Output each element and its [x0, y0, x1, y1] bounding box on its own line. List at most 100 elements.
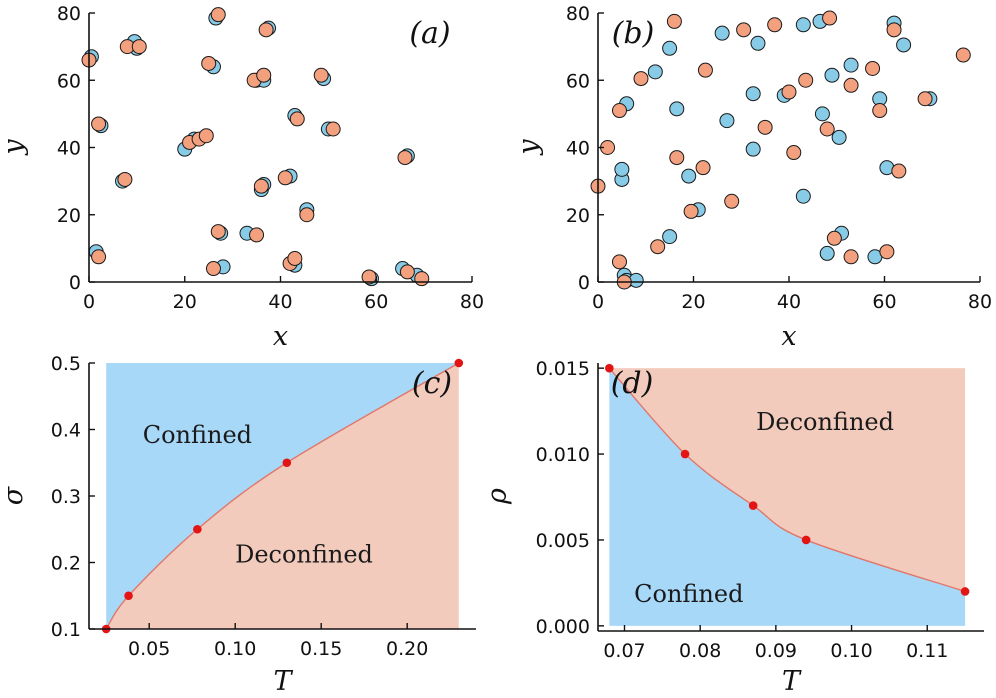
panel-label: (d) [611, 366, 654, 401]
panel-c-phase-diagram: Confined Deconfined 0.05 0.10 0.15 0.20 0.1 0.2… [0, 353, 476, 697]
confined-region [609, 368, 966, 626]
blue-point [745, 86, 761, 102]
boundary-point [193, 524, 202, 534]
y-tick-label: 0.005 [536, 530, 590, 552]
blue-point [824, 67, 840, 83]
y-tick-label: 0 [69, 272, 81, 294]
boundary-point [605, 363, 614, 373]
x-axis-label: T [273, 666, 293, 697]
orange-point [697, 62, 713, 78]
y-tick-label: 0.015 [536, 358, 590, 380]
x-tick-label: 0.20 [386, 638, 428, 660]
orange-point [736, 22, 752, 38]
orange-point [325, 121, 341, 137]
x-tick-label: 40 [268, 291, 292, 313]
orange-point [865, 60, 881, 76]
blue-point [662, 40, 678, 56]
blue-point [896, 37, 912, 53]
y-tick-label: 0.5 [51, 353, 81, 375]
x-tick-label: 0 [83, 291, 95, 313]
orange-point [611, 254, 627, 270]
blue-point [669, 101, 685, 117]
orange-point [826, 230, 842, 246]
y-tick-label: 0.000 [536, 616, 590, 638]
y-tick-label: 20 [566, 205, 590, 227]
x-tick-label: 0.08 [679, 640, 721, 662]
y-tick-label: 80 [57, 3, 81, 25]
orange-point [611, 103, 627, 119]
y-tick-label: 0.010 [536, 444, 590, 466]
boundary-point [454, 358, 464, 368]
orange-point [313, 67, 329, 83]
orange-point [117, 171, 133, 187]
x-tick-label: 60 [364, 291, 388, 313]
panel-label: (a) [409, 16, 450, 51]
panel-a-scatter: 0 20 40 60 80 0 20 40 60 80 x y (a) [0, 3, 484, 352]
blue-point [843, 57, 859, 73]
x-axis-label: T [782, 666, 802, 697]
x-tick-label: 0.05 [128, 638, 170, 660]
x-tick-label: 80 [968, 291, 992, 313]
confined-label: Confined [634, 580, 743, 608]
x-tick-label: 0.10 [830, 640, 872, 662]
orange-point [210, 224, 226, 240]
y-axis-label: σ [0, 485, 29, 505]
x-tick-label: 0.11 [906, 640, 948, 662]
orange-point [891, 163, 907, 179]
orange-point [258, 22, 274, 38]
orange-point [289, 111, 305, 127]
panel-d-phase-diagram: Confined Deconfined 0.07 0.08 0.09 0.10 0.11 0.… [482, 358, 984, 697]
blue-point [750, 35, 766, 51]
blue-point [795, 188, 811, 204]
deconfined-label: Deconfined [235, 541, 373, 569]
x-tick-label: 20 [681, 291, 705, 313]
orange-point [650, 239, 666, 255]
orange-point [198, 128, 214, 144]
blue-point [795, 17, 811, 33]
orange-point [253, 178, 269, 194]
orange-point [872, 103, 888, 119]
blue-point [745, 141, 761, 157]
orange-point [91, 249, 107, 265]
y-axis-label: y [0, 139, 29, 156]
x-tick-label: 0.07 [603, 640, 645, 662]
y-tick-label: 0.4 [51, 420, 81, 442]
blue-point [819, 245, 835, 261]
deconfined-region [609, 368, 966, 592]
boundary-point [960, 587, 970, 596]
x-tick-label: 80 [460, 291, 484, 313]
orange-point [843, 249, 859, 265]
x-tick-label: 0.10 [214, 638, 256, 660]
orange-point [249, 227, 265, 243]
blue-point [662, 229, 678, 245]
orange-point [277, 170, 293, 186]
x-tick-label: 20 [173, 291, 197, 313]
orange-point [955, 47, 971, 63]
x-tick-label: 60 [872, 291, 896, 313]
series-orange [81, 7, 430, 287]
confined-label: Confined [143, 421, 252, 449]
blue-point [614, 161, 630, 177]
y-tick-label: 20 [57, 205, 81, 227]
x-tick-label: 0.09 [755, 640, 797, 662]
orange-point [205, 261, 221, 277]
blue-point [714, 25, 730, 41]
orange-point [669, 150, 685, 166]
y-tick-label: 80 [566, 3, 590, 25]
y-tick-label: 0.2 [51, 553, 81, 575]
y-axis-label: y [513, 139, 544, 156]
orange-point [798, 72, 814, 88]
x-tick-label: 0 [592, 291, 604, 313]
orange-point [822, 10, 838, 26]
orange-point [666, 13, 682, 29]
orange-point [399, 264, 415, 280]
y-tick-label: 0.1 [51, 619, 81, 641]
orange-point [786, 145, 802, 161]
orange-point [299, 207, 315, 223]
orange-point [633, 71, 649, 87]
series-orange [590, 10, 971, 290]
orange-point [683, 203, 699, 219]
x-tick-label: 0.15 [300, 638, 342, 660]
orange-point [819, 121, 835, 137]
